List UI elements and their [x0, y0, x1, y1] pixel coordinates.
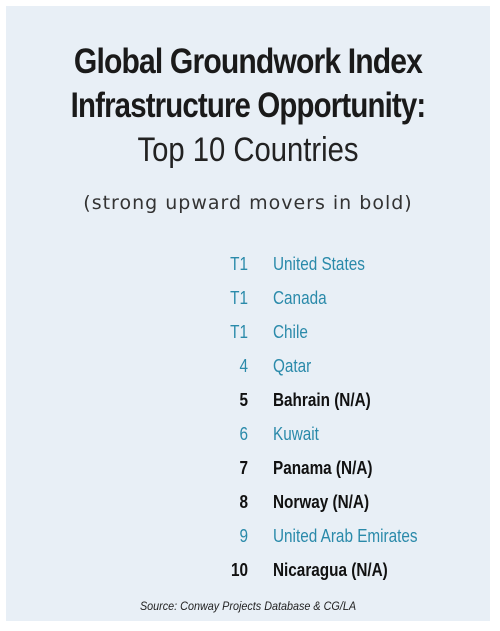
rank-number: T1 [230, 254, 248, 274]
title-line-1: Global Groundwork Index [73, 42, 423, 81]
country-name: United Arab Emirates [273, 526, 418, 546]
ranking-row: T1 Canada [6, 284, 490, 318]
infographic-panel: Global Groundwork Index Infrastructure O… [6, 6, 490, 621]
country-name: Canada [273, 288, 327, 308]
title-line-2: Infrastructure Opportunity: [70, 86, 426, 125]
title-line-3: Top 10 Countries [137, 131, 359, 169]
rank-number: 9 [239, 526, 248, 546]
rank-number: 10 [230, 560, 248, 580]
source-note: Source: Conway Projects Database & CG/LA [139, 599, 357, 613]
ranking-row: 7 Panama (N/A) [6, 454, 490, 488]
rank-number: 4 [239, 356, 248, 376]
rank-number: 8 [239, 492, 248, 512]
rank-number: T1 [230, 288, 248, 308]
rankings-list: T1 United States T1 Canada T1 Chile 4 Qa… [6, 250, 490, 590]
ranking-row: 4 Qatar [6, 352, 490, 386]
country-name: Kuwait [273, 424, 319, 444]
ranking-row: 5 Bahrain (N/A) [6, 386, 490, 420]
ranking-row: T1 United States [6, 250, 490, 284]
ranking-row: 6 Kuwait [6, 420, 490, 454]
country-name: Qatar [273, 356, 312, 376]
country-name: Nicaragua (N/A) [273, 560, 388, 580]
country-name: Chile [273, 322, 308, 342]
country-name: Bahrain (N/A) [273, 390, 371, 410]
country-name: Norway (N/A) [273, 492, 370, 512]
rank-number: 6 [239, 424, 248, 444]
ranking-row: 8 Norway (N/A) [6, 488, 490, 522]
ranking-row: 10 Nicaragua (N/A) [6, 556, 490, 590]
country-name: United States [273, 254, 365, 274]
rank-number: 5 [239, 390, 248, 410]
ranking-row: 9 United Arab Emirates [6, 522, 490, 556]
rank-number: 7 [239, 458, 248, 478]
subtitle: (strong upward movers in bold) [83, 192, 413, 214]
ranking-row: T1 Chile [6, 318, 490, 352]
country-name: Panama (N/A) [273, 458, 373, 478]
rank-number: T1 [230, 322, 248, 342]
